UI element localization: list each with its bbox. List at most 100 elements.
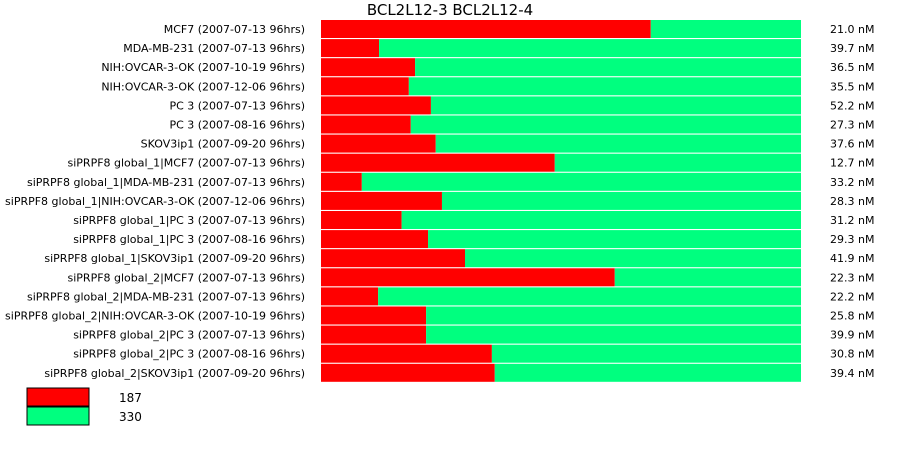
value-label: 22.2 nM — [830, 290, 874, 303]
bar-segment-187 — [321, 39, 380, 58]
value-label: 29.3 nM — [830, 233, 874, 246]
legend-swatch — [26, 387, 90, 407]
bar-segment-330 — [428, 230, 801, 249]
bar-row: siPRPF8 global_1|NIH:OVCAR-3-OK (2007-12… — [5, 191, 874, 210]
bar-segment-330 — [494, 363, 801, 382]
bar-segment-187 — [321, 115, 411, 134]
category-label: siPRPF8 global_2|MCF7 (2007-07-13 96hrs) — [68, 271, 306, 284]
bar-segment-330 — [415, 58, 801, 77]
bar-row: MCF7 (2007-07-13 96hrs) 21.0 nM — [164, 20, 874, 38]
bar-row: siPRPF8 global_2|SKOV3ip1 (2007-09-20 96… — [44, 363, 874, 382]
bar-segment-187 — [321, 230, 429, 249]
category-label: siPRPF8 global_2|MDA-MB-231 (2007-07-13 … — [27, 290, 305, 303]
bar-segment-330 — [379, 39, 801, 58]
category-label: siPRPF8 global_1|SKOV3ip1 (2007-09-20 96… — [44, 252, 305, 265]
category-label: MDA-MB-231 (2007-07-13 96hrs) — [123, 42, 305, 55]
bar-segment-187 — [321, 287, 379, 306]
value-label: 39.4 nM — [830, 367, 874, 380]
rows: MCF7 (2007-07-13 96hrs) 21.0 nM MDA-MB-231… — [5, 20, 874, 382]
value-label: 25.8 nM — [830, 310, 874, 323]
bar-segment-330 — [650, 20, 801, 38]
bar-segment-187 — [321, 77, 409, 96]
bar-row: siPRPF8 global_1|SKOV3ip1 (2007-09-20 96… — [44, 249, 874, 268]
bar-row: siPRPF8 global_2|MDA-MB-231 (2007-07-13 … — [27, 287, 874, 306]
bar-segment-330 — [378, 287, 801, 306]
category-label: siPRPF8 global_1|PC 3 (2007-07-13 96hrs) — [73, 214, 305, 227]
bar-row: MDA-MB-231 (2007-07-13 96hrs) 39.7 nM — [123, 39, 874, 58]
legend-label: 330 — [119, 410, 142, 424]
category-label: MCF7 (2007-07-13 96hrs) — [164, 23, 305, 36]
bar-segment-330 — [361, 172, 801, 191]
value-label: 39.9 nM — [830, 329, 874, 342]
category-label: siPRPF8 global_1|MCF7 (2007-07-13 96hrs) — [68, 157, 306, 170]
bar-segment-187 — [321, 325, 427, 344]
chart-title: BCL2L12-3 BCL2L12-4 — [367, 1, 533, 19]
bar-segment-187 — [321, 306, 427, 325]
value-label: 22.3 nM — [830, 271, 874, 284]
bar-segment-187 — [321, 211, 402, 229]
bar-segment-330 — [614, 268, 801, 287]
bar-segment-187 — [321, 344, 492, 363]
bar-segment-330 — [426, 306, 801, 325]
category-label: siPRPF8 global_2|PC 3 (2007-07-13 96hrs) — [73, 329, 305, 342]
bar-row: siPRPF8 global_2|MCF7 (2007-07-13 96hrs)… — [68, 268, 874, 287]
bar-segment-330 — [430, 96, 801, 115]
value-label: 36.5 nM — [830, 61, 874, 74]
bar-row: siPRPF8 global_2|NIH:OVCAR-3-OK (2007-10… — [5, 306, 874, 325]
bar-row: PC 3 (2007-07-13 96hrs) 52.2 nM — [169, 96, 874, 115]
bar-segment-330 — [491, 344, 801, 363]
category-label: siPRPF8 global_2|PC 3 (2007-08-16 96hrs) — [73, 348, 305, 361]
bar-segment-187 — [321, 268, 615, 287]
category-label: PC 3 (2007-07-13 96hrs) — [169, 99, 305, 112]
category-label: siPRPF8 global_1|PC 3 (2007-08-16 96hrs) — [73, 233, 305, 246]
bar-row: NIH:OVCAR-3-OK (2007-10-19 96hrs) 36.5 nM — [101, 58, 874, 77]
category-label: siPRPF8 global_1|NIH:OVCAR-3-OK (2007-12… — [5, 195, 305, 208]
bar-segment-330 — [465, 249, 801, 268]
bar-segment-187 — [321, 96, 431, 115]
bar-segment-330 — [554, 153, 801, 172]
bar-segment-330 — [426, 325, 801, 344]
value-label: 37.6 nM — [830, 138, 874, 151]
value-label: 31.2 nM — [830, 214, 874, 227]
value-label: 27.3 nM — [830, 119, 874, 132]
value-label: 52.2 nM — [830, 99, 874, 112]
category-label: PC 3 (2007-08-16 96hrs) — [169, 119, 305, 132]
bar-segment-187 — [321, 191, 442, 210]
bar-row: siPRPF8 global_1|MCF7 (2007-07-13 96hrs)… — [68, 153, 874, 172]
bar-segment-330 — [410, 115, 801, 134]
bar-segment-187 — [321, 58, 416, 77]
bar-segment-330 — [401, 211, 801, 229]
bar-segment-187 — [321, 249, 465, 268]
bar-row: SKOV3ip1 (2007-09-20 96hrs) 37.6 nM — [141, 134, 874, 153]
legend-swatch — [26, 406, 90, 426]
category-label: siPRPF8 global_1|MDA-MB-231 (2007-07-13 … — [27, 176, 305, 189]
category-label: SKOV3ip1 (2007-09-20 96hrs) — [141, 138, 305, 151]
bar-row: NIH:OVCAR-3-OK (2007-12-06 96hrs) 35.5 nM — [101, 77, 874, 96]
value-label: 39.7 nM — [830, 42, 874, 55]
value-label: 21.0 nM — [830, 23, 874, 36]
category-label: NIH:OVCAR-3-OK (2007-12-06 96hrs) — [101, 80, 305, 93]
value-label: 28.3 nM — [830, 195, 874, 208]
bar-segment-330 — [408, 77, 801, 96]
value-label: 30.8 nM — [830, 348, 874, 361]
bar-segment-330 — [435, 134, 801, 153]
legend-label: 187 — [119, 391, 142, 405]
category-label: siPRPF8 global_2|SKOV3ip1 (2007-09-20 96… — [44, 367, 305, 380]
bar-row: siPRPF8 global_1|PC 3 (2007-07-13 96hrs)… — [73, 211, 874, 229]
bar-segment-187 — [321, 172, 362, 191]
category-label: NIH:OVCAR-3-OK (2007-10-19 96hrs) — [101, 61, 305, 74]
bar-segment-187 — [321, 134, 436, 153]
bar-row: siPRPF8 global_2|PC 3 (2007-07-13 96hrs)… — [73, 325, 874, 344]
bar-row: PC 3 (2007-08-16 96hrs) 27.3 nM — [169, 115, 874, 134]
value-label: 12.7 nM — [830, 157, 874, 170]
bar-row: siPRPF8 global_1|MDA-MB-231 (2007-07-13 … — [27, 172, 874, 191]
bar-row: siPRPF8 global_2|PC 3 (2007-08-16 96hrs)… — [73, 344, 874, 363]
bar-segment-187 — [321, 153, 555, 172]
value-label: 41.9 nM — [830, 252, 874, 265]
value-label: 33.2 nM — [830, 176, 874, 189]
bar-segment-187 — [321, 363, 495, 382]
bar-segment-187 — [321, 20, 651, 38]
